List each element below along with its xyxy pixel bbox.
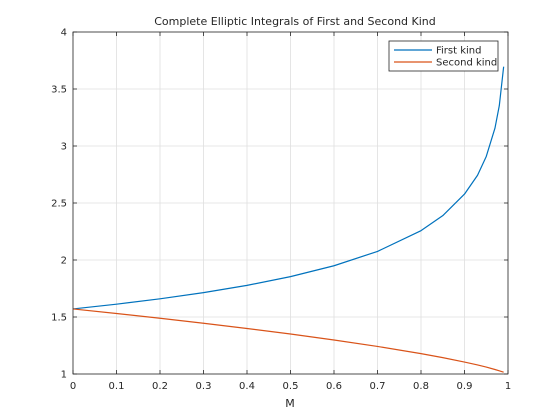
x-tick-label: 0 bbox=[70, 381, 76, 392]
series-lines bbox=[72, 66, 505, 373]
series-line-first-kind bbox=[72, 66, 505, 310]
x-tick-label: 0.4 bbox=[239, 381, 255, 392]
y-tick-label: 4 bbox=[61, 28, 67, 39]
x-tick-label: 0.2 bbox=[152, 381, 168, 392]
legend-label-first-kind: First kind bbox=[436, 46, 481, 57]
legend: First kind Second kind bbox=[388, 40, 499, 72]
x-tick-label: 0.6 bbox=[326, 381, 342, 392]
series-line-second-kind bbox=[72, 308, 504, 373]
x-tick-labels: 0 0.1 0.2 0.3 0.4 0.5 0.6 0.7 0.8 0.9 1 bbox=[70, 381, 511, 392]
y-tick-labels: 1 1.5 2 2.5 3 3.5 4 bbox=[51, 28, 67, 381]
x-tick-label: 0.8 bbox=[413, 381, 429, 392]
y-tick-label: 2.5 bbox=[51, 199, 67, 210]
y-tick-label: 3 bbox=[61, 142, 67, 153]
x-tick-label: 1 bbox=[505, 381, 511, 392]
plot-area: 0 0.1 0.2 0.3 0.4 0.5 0.6 0.7 0.8 0.9 1 1 1.5 2 2.5 3 3… bbox=[51, 28, 511, 393]
x-tick-label: 0.9 bbox=[457, 381, 473, 392]
legend-label-second-kind: Second kind bbox=[436, 58, 497, 69]
y-tick-label: 1 bbox=[61, 370, 67, 381]
tick-marks bbox=[72, 31, 509, 375]
y-tick-label: 1.5 bbox=[51, 313, 67, 324]
legend-box bbox=[388, 40, 499, 72]
y-tick-label: 2 bbox=[61, 256, 67, 267]
x-tick-label: 0.5 bbox=[283, 381, 299, 392]
x-tick-label: 0.3 bbox=[196, 381, 212, 392]
x-tick-label: 0.1 bbox=[109, 381, 125, 392]
x-axis-label: M bbox=[285, 397, 295, 410]
x-tick-label: 0.7 bbox=[370, 381, 386, 392]
y-tick-label: 3.5 bbox=[51, 85, 67, 96]
chart-title: Complete Elliptic Integrals of First and… bbox=[154, 15, 436, 28]
